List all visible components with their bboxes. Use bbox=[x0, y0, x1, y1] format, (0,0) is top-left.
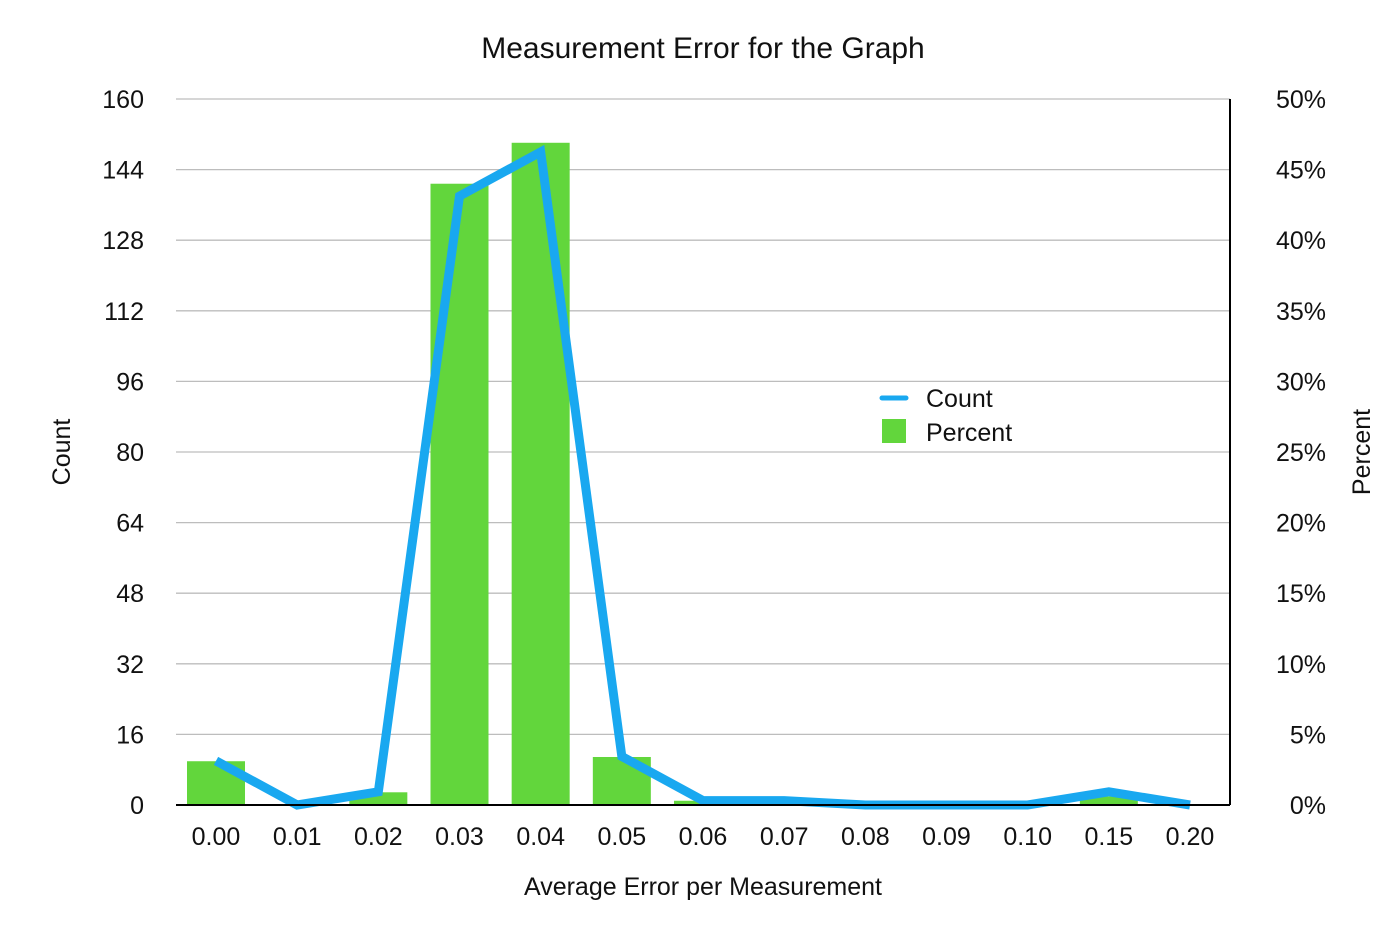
right-tick-label: 30% bbox=[1276, 368, 1326, 396]
x-tick-label: 0.05 bbox=[597, 823, 646, 851]
left-axis-title: Count bbox=[48, 419, 76, 486]
right-tick-label: 5% bbox=[1290, 721, 1326, 749]
percent-bars bbox=[187, 142, 1138, 806]
gridlines bbox=[176, 98, 1230, 736]
x-tick-label: 0.20 bbox=[1166, 823, 1215, 851]
right-tick-label: 45% bbox=[1276, 157, 1326, 185]
legend-percent-label: Percent bbox=[926, 419, 1012, 447]
x-tick-label: 0.15 bbox=[1084, 823, 1133, 851]
left-tick-label: 144 bbox=[102, 157, 144, 185]
legend: Count Percent bbox=[879, 385, 1012, 447]
count-line-series bbox=[213, 144, 1191, 810]
percent-bar bbox=[1079, 796, 1138, 805]
left-tick-label: 80 bbox=[116, 439, 144, 467]
x-tick-label: 0.09 bbox=[922, 823, 971, 851]
left-tick-label: 48 bbox=[116, 580, 144, 608]
left-axis-ticks: 0 16 32 48 64 80 96 112 128 144 160 bbox=[102, 86, 144, 820]
count-line bbox=[213, 144, 1191, 810]
x-tick-label: 0.03 bbox=[435, 823, 484, 851]
left-tick-label: 160 bbox=[102, 86, 144, 114]
x-tick-label: 0.01 bbox=[273, 823, 322, 851]
right-axis-ticks: 0% 5% 10% 15% 20% 25% 30% 35% 40% 45% 50% bbox=[1276, 86, 1326, 820]
right-tick-label: 25% bbox=[1276, 439, 1326, 467]
x-tick-label: 0.02 bbox=[354, 823, 403, 851]
right-tick-label: 20% bbox=[1276, 510, 1326, 538]
left-tick-label: 0 bbox=[130, 792, 144, 820]
legend-count-label: Count bbox=[926, 385, 993, 413]
left-tick-label: 112 bbox=[104, 298, 144, 326]
x-tick-label: 0.10 bbox=[1003, 823, 1052, 851]
left-tick-label: 128 bbox=[102, 227, 144, 255]
right-tick-label: 10% bbox=[1276, 651, 1326, 679]
left-tick-label: 96 bbox=[116, 368, 144, 396]
chart-title: Measurement Error for the Graph bbox=[481, 32, 925, 65]
left-tick-label: 16 bbox=[116, 721, 144, 749]
legend-percent-swatch bbox=[882, 419, 906, 443]
right-tick-label: 35% bbox=[1276, 298, 1326, 326]
x-axis-title: Average Error per Measurement bbox=[524, 873, 882, 901]
right-tick-label: 50% bbox=[1276, 86, 1326, 114]
x-tick-label: 0.08 bbox=[841, 823, 890, 851]
left-tick-label: 64 bbox=[116, 510, 144, 538]
x-tick-label: 0.07 bbox=[760, 823, 809, 851]
x-tick-label: 0.06 bbox=[679, 823, 728, 851]
x-tick-label: 0.04 bbox=[516, 823, 565, 851]
percent-bar bbox=[511, 142, 570, 806]
right-tick-label: 40% bbox=[1276, 227, 1326, 255]
left-tick-label: 32 bbox=[116, 651, 144, 679]
right-tick-label: 15% bbox=[1276, 580, 1326, 608]
right-tick-label: 0% bbox=[1290, 792, 1326, 820]
x-tick-label: 0.00 bbox=[192, 823, 241, 851]
x-axis-ticks: 0.00 0.01 0.02 0.03 0.04 0.05 0.06 0.07 0.08 0.09… bbox=[192, 823, 1215, 851]
percent-bar bbox=[430, 183, 489, 806]
right-axis-title: Percent bbox=[1348, 409, 1376, 495]
